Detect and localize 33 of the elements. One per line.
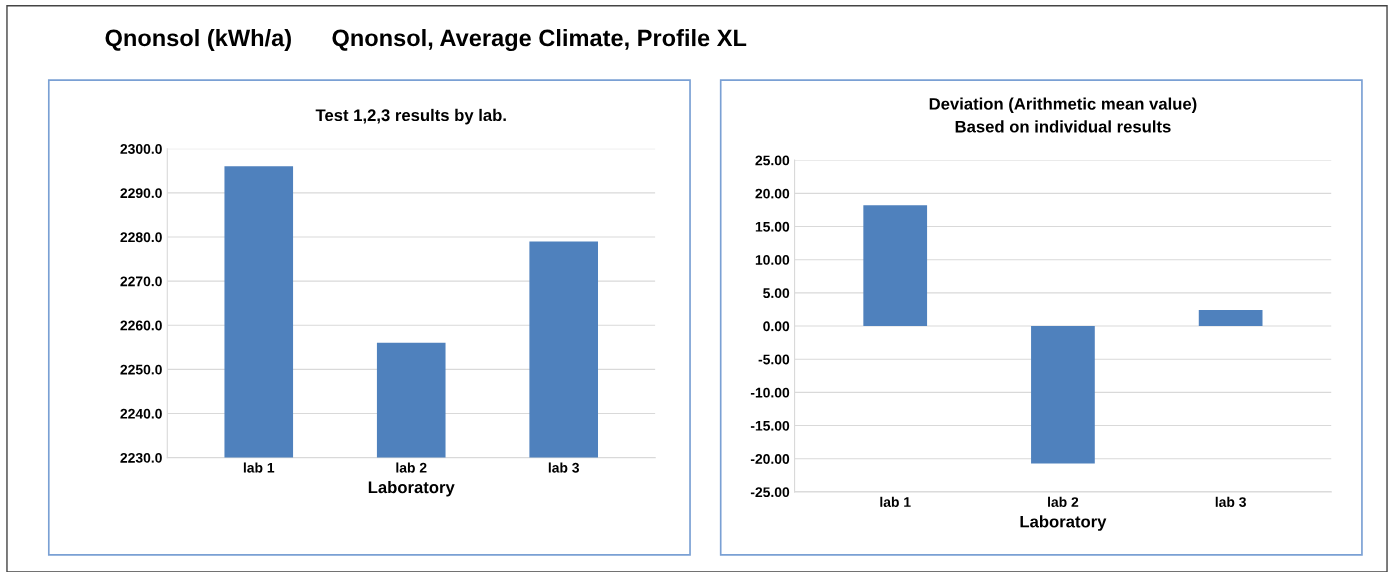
y-tick-label: -10.00 [750,387,790,398]
y-tick-label: 15.00 [755,221,790,232]
x-axis-title: Laboratory [1020,515,1107,531]
bar [1031,326,1095,464]
y-tick-label: 20.00 [755,188,790,199]
y-tick-label: 2250.0 [120,364,162,375]
y-tick-label: 2230.0 [120,452,162,463]
y-tick-label: 2300.0 [120,144,162,154]
x-tick-label: lab 3 [1215,496,1246,507]
x-tick-label: lab 2 [396,462,427,473]
y-tick-label: -25.00 [750,487,790,498]
bar [863,205,928,327]
x-tick-label: lab 1 [880,496,911,507]
y-tick-label: 2280.0 [120,232,162,243]
y-tick-label: 0.00 [763,321,790,332]
y-tick-label: -5.00 [758,354,790,365]
chart-title: Test 1,2,3 results by lab. [315,108,506,125]
y-tick-label: 2260.0 [120,320,162,331]
y-tick-label: 5.00 [763,288,790,299]
y-tick-label: 2240.0 [120,408,162,419]
x-axis-title: Laboratory [368,480,455,497]
y-tick-label: 25.00 [755,155,790,166]
y-tick-label: -15.00 [750,420,790,431]
chart-title: Deviation (Arithmetic mean value) Based on individual results [929,97,1197,133]
x-tick-label: lab 3 [548,462,580,473]
y-tick-label: -20.00 [750,454,790,464]
bar [1198,310,1263,327]
y-tick-label: 2290.0 [120,188,162,199]
x-tick-label: lab 1 [243,462,275,473]
text: Qnonsol (kWh/a) Qnonsol, Average Climate, Profile XL [105,28,747,52]
y-tick-label: 2270.0 [120,276,162,287]
x-tick-label: lab 2 [1048,496,1079,507]
y-tick-label: 10.00 [755,255,790,265]
